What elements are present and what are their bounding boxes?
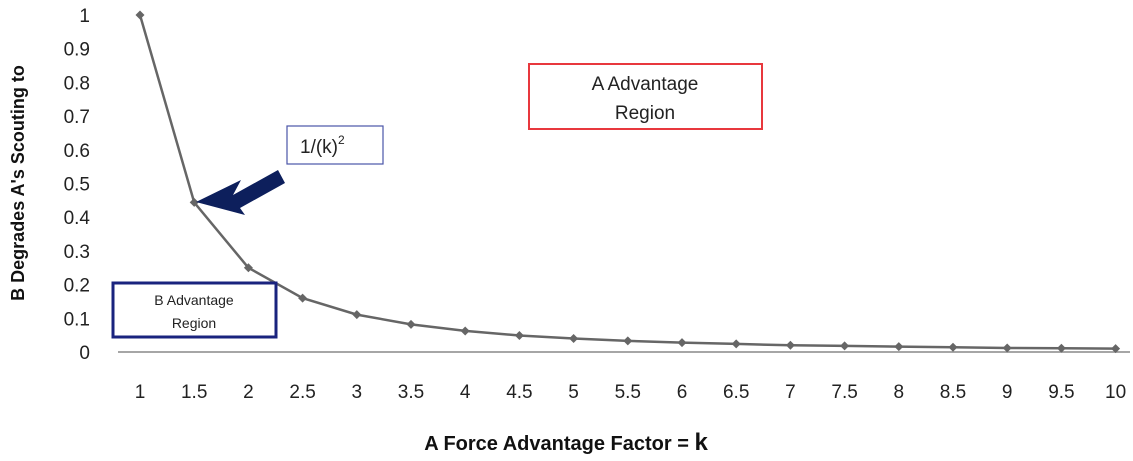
x-tick-label: 1.5 [181, 382, 207, 403]
a-advantage-line-1: A Advantage [592, 74, 699, 95]
x-tick-labels: 1 1.5 2 2.5 3 3.5 4 4.5 5 5.5 6 6.5 7 7.5 8 8.5 9 9.5 10 [135, 382, 1126, 403]
y-tick-label: 0.9 [64, 40, 90, 61]
b-advantage-box: B Advantage Region [111, 281, 278, 339]
x-axis-title-prefix: A Force Advantage Factor = [424, 433, 694, 455]
x-tick-label: 5 [568, 382, 579, 403]
x-tick-label: 7.5 [831, 382, 857, 403]
x-tick-label: 7 [785, 382, 796, 403]
formula-label: 1/(k)2 [300, 133, 345, 158]
y-tick-label: 0.5 [64, 175, 90, 196]
x-tick-label: 9.5 [1048, 382, 1074, 403]
data-point [135, 10, 145, 20]
x-tick-label: 10 [1105, 382, 1126, 403]
data-point [298, 293, 308, 303]
data-point [894, 342, 904, 352]
y-tick-label: 0.3 [64, 242, 90, 263]
a-advantage-box-frame [528, 63, 763, 130]
x-tick-label: 3 [352, 382, 363, 403]
x-tick-label: 3.5 [398, 382, 424, 403]
formula-box-frame [286, 125, 384, 165]
data-point [785, 340, 795, 350]
x-tick-label: 9 [1002, 382, 1013, 403]
x-tick-label: 2.5 [289, 382, 315, 403]
b-advantage-line-1: B Advantage [154, 292, 234, 308]
data-point [243, 263, 253, 273]
data-point [1056, 343, 1066, 353]
data-point [189, 197, 199, 207]
x-tick-label: 8.5 [940, 382, 966, 403]
y-tick-label: 0.6 [64, 141, 90, 162]
x-tick-label: 1 [135, 382, 146, 403]
x-tick-label: 6.5 [723, 382, 749, 403]
a-advantage-box: A Advantage Region [528, 63, 763, 130]
data-point [1002, 343, 1012, 353]
y-tick-label: 0.8 [64, 73, 90, 94]
y-tick-label: 0.7 [64, 107, 90, 128]
x-tick-label: 4.5 [506, 382, 532, 403]
data-point [677, 338, 687, 348]
formula-box: 1/(k)2 [286, 125, 384, 165]
data-point [731, 339, 741, 349]
y-tick-label: 0.2 [64, 276, 90, 297]
y-axis-title: B Degrades A's Scouting to [8, 65, 28, 301]
data-point [623, 336, 633, 346]
y-tick-label: 1 [79, 6, 90, 27]
y-tick-label: 0.1 [64, 309, 90, 330]
y-tick-labels: 0 0.1 0.2 0.3 0.4 0.5 0.6 0.7 0.8 0.9 1 [64, 6, 91, 364]
x-tick-label: 2 [243, 382, 254, 403]
data-point [406, 319, 416, 329]
y-tick-label: 0.4 [64, 208, 91, 229]
y-tick-label: 0 [79, 343, 90, 364]
x-tick-label: 6 [677, 382, 688, 403]
data-point [569, 334, 579, 344]
data-point [514, 330, 524, 340]
formula-exponent: 2 [338, 133, 345, 147]
x-axis-title: A Force Advantage Factor = k [424, 429, 708, 456]
data-point [460, 326, 470, 336]
b-advantage-line-2: Region [172, 315, 216, 331]
data-point [352, 310, 362, 320]
y-axis-title-group: B Degrades A's Scouting to [8, 65, 28, 301]
data-point [840, 341, 850, 351]
data-point [948, 342, 958, 352]
formula-base: 1/(k) [300, 137, 338, 158]
data-point [1111, 344, 1121, 354]
b-advantage-box-frame [111, 281, 278, 339]
x-tick-label: 8 [894, 382, 905, 403]
x-tick-label: 5.5 [615, 382, 641, 403]
arrow-icon [196, 170, 285, 215]
x-axis-title-variable: k [694, 429, 708, 456]
data-points [135, 10, 1121, 354]
x-tick-label: 4 [460, 382, 471, 403]
a-advantage-line-2: Region [615, 103, 675, 124]
